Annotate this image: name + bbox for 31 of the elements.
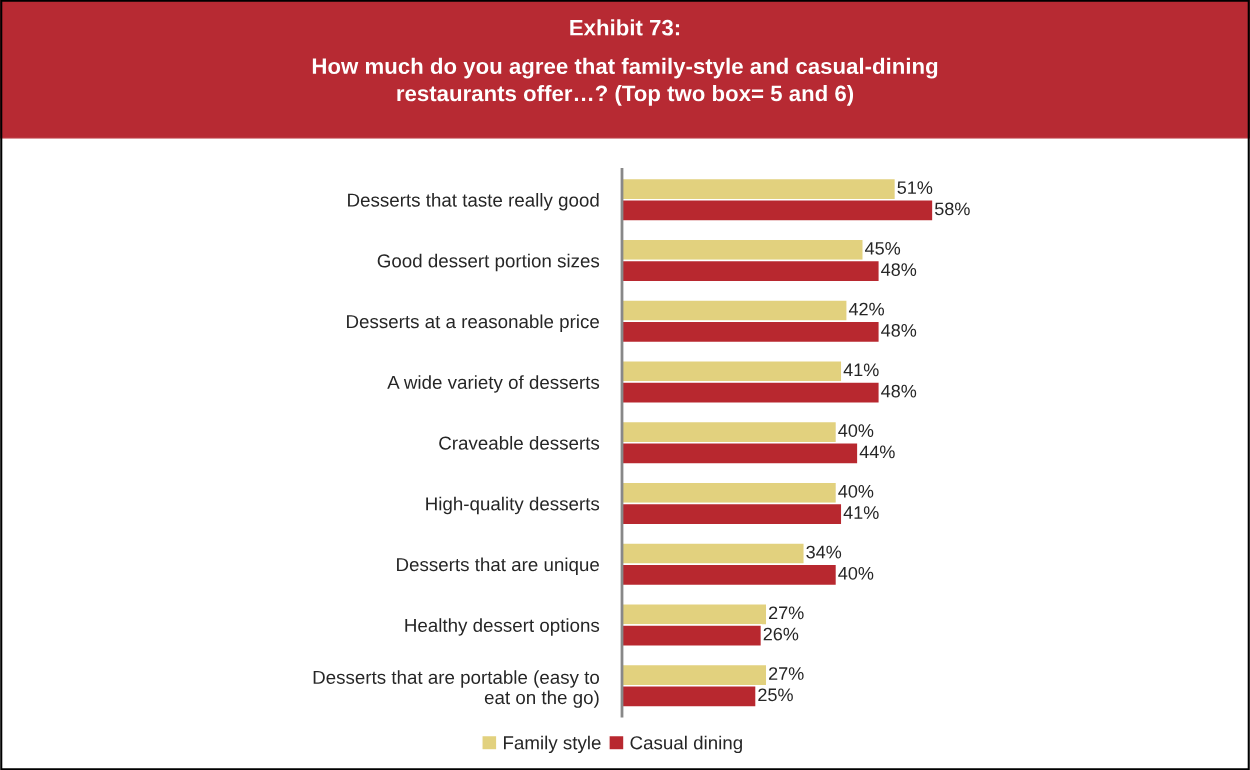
data-label: 41% (843, 363, 879, 377)
y-tick-label: Desserts that are unique (397, 557, 599, 575)
data-label: 48% (881, 384, 917, 398)
y-tick-label: Healthy dessert options (405, 618, 600, 636)
chart-title: Exhibit 73: (570, 19, 680, 36)
data-label: 26% (763, 627, 799, 641)
data-label: 45% (865, 242, 901, 255)
y-tick-label: Desserts at a reasonable price (347, 314, 599, 332)
data-label: 34% (806, 545, 842, 559)
data-label: 44% (859, 445, 895, 459)
chart-subtitle: How much do you agree that family-style and casual-dining restaurants offer…? (Top two box= 5 and 6) (312, 57, 938, 106)
y-tick-label: Desserts that taste really good (348, 192, 599, 211)
data-label: 51% (897, 181, 933, 194)
data-label: 27% (769, 667, 804, 680)
data-label: 42% (848, 302, 884, 316)
y-tick-label: A wide variety of desserts (387, 375, 600, 393)
y-tick-label: Good dessert portion sizes (377, 253, 600, 272)
y-tick-label: High-quality desserts (426, 496, 600, 515)
legend-label: Family style (504, 735, 601, 754)
data-label: 25% (758, 688, 793, 702)
legend-label: Casual dining (630, 735, 742, 754)
data-label: 40% (838, 484, 874, 498)
data-label: 41% (843, 506, 879, 519)
y-tick-label: Craveable desserts (439, 435, 600, 450)
data-label: 58% (934, 202, 970, 216)
data-label: 40% (838, 424, 874, 437)
data-label: 48% (881, 263, 917, 276)
data-label: 27% (769, 606, 804, 620)
data-label: 40% (838, 566, 874, 580)
data-label: 48% (881, 323, 917, 337)
y-tick-label: Desserts that are portable (easy to eat on the go) (313, 670, 600, 708)
